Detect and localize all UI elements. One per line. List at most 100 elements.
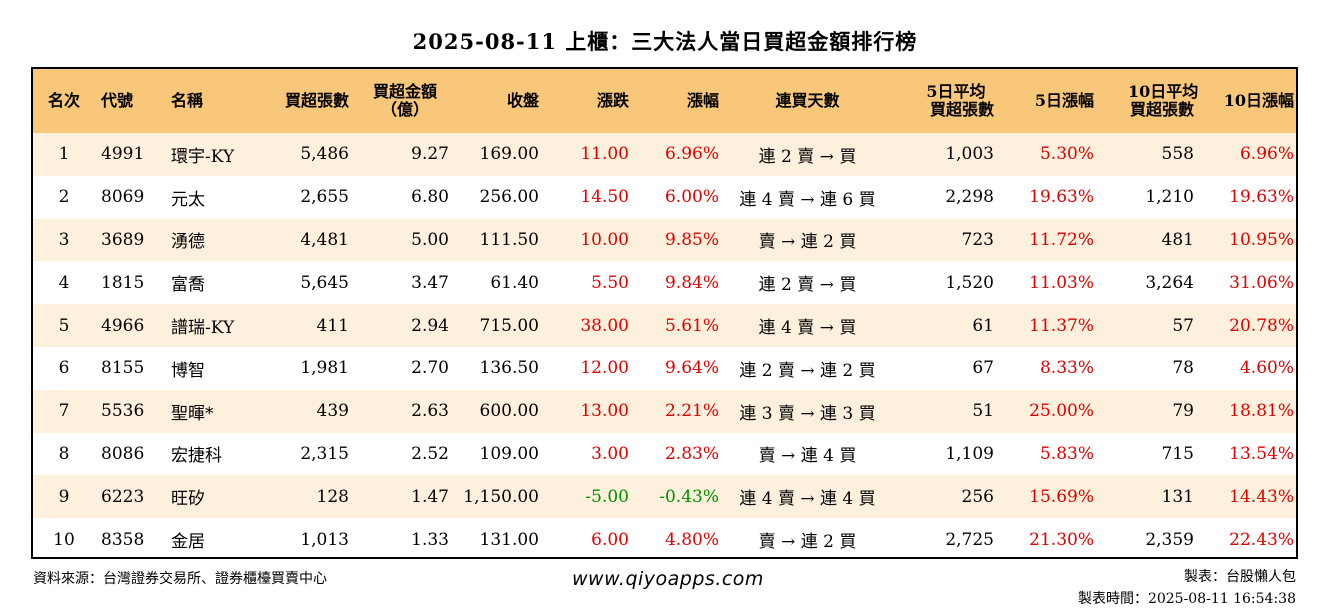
maker: 製表：台股懶人包 [1184,569,1296,585]
avg10-cell: 79 [1172,401,1194,422]
avg5-cell: 51 [972,401,994,422]
col-streak: 連買天數 [775,91,840,110]
name-cell: 博智 [171,360,205,381]
code-cell: 5536 [101,401,145,422]
code-cell: 1815 [101,272,145,293]
pct-cell: 4.80% [664,529,719,550]
pct5-cell: 11.37% [1029,315,1094,336]
rank-cell: 7 [58,401,70,422]
buy-shares-cell: 2,315 [300,443,349,464]
avg10-cell: 715 [1161,443,1194,464]
avg10-cell: 3,264 [1145,272,1194,293]
table-row: 3 3689 湧德 4,481 5.00 111.50 10.00 9.85% 賣 → 連 2 … [33,218,1296,262]
close-cell: 715.00 [479,315,539,336]
col-avg10: 10日平均 買超張數 [1100,69,1200,133]
avg5-cell: 723 [961,229,994,250]
code-cell: 8155 [101,358,145,379]
code-cell: 8358 [101,529,145,550]
pct-cell: 6.96% [664,144,719,165]
avg10-cell: 57 [1172,315,1194,336]
close-cell: 256.00 [479,187,539,208]
avg5-cell: 256 [961,486,994,507]
page-title: 2025-08-11 上櫃：三大法人當日買超金額排行榜 [412,29,918,54]
pct10-cell: 10.95% [1229,229,1294,250]
col-avg10-line2: 買超張數 [1129,100,1194,119]
close-cell: 169.00 [479,144,539,165]
close-cell: 61.40 [490,272,539,293]
name-cell: 金居 [171,532,205,553]
pct10-cell: 4.60% [1239,358,1294,379]
pct10-cell: 20.78% [1229,315,1294,336]
rank-cell: 6 [58,358,70,379]
pct5-cell: 15.69% [1029,486,1094,507]
buy-amount-cell: 9.27 [411,144,449,165]
change-cell: 13.00 [580,401,629,422]
name-cell: 聖暉* [171,403,214,424]
table-header: 名次 代號 名稱 買超張數 買超金額 （億） 收盤 漲跌 漲幅 連買天數 5日平… [33,69,1296,133]
table-row: 6 8155 博智 1,981 2.70 136.50 12.00 9.64% 連 2 賣 → … [33,347,1296,390]
streak-cell: 連 2 賣 → 買 [758,275,857,296]
buy-amount-cell: 2.63 [411,401,449,422]
pct5-cell: 21.30% [1029,529,1094,550]
pct5-cell: 11.03% [1029,272,1094,293]
avg10-cell: 481 [1161,229,1194,250]
col-pct5: 5日漲幅 [1034,91,1094,110]
col-name: 名稱 [171,91,204,110]
close-cell: 109.00 [479,443,539,464]
pct10-cell: 6.96% [1239,144,1294,165]
pct10-cell: 18.81% [1229,401,1294,422]
table-row: 5 4966 譜瑞-KY 411 2.94 715.00 38.00 5.61% 連 4 賣 →… [33,304,1296,347]
table-row: 8 8086 宏捷科 2,315 2.52 109.00 3.00 2.83% 賣 → 連 4 … [33,433,1296,476]
col-pct: 漲幅 [686,91,719,110]
buy-amount-cell: 2.70 [411,358,449,379]
close-cell: 111.50 [479,229,539,250]
website-link[interactable]: www.qiyoapps.com [572,568,764,590]
buy-amount-cell: 1.47 [411,486,449,507]
buy-shares-cell: 4,481 [300,229,349,250]
pct-cell: 9.84% [664,272,719,293]
rank-cell: 2 [58,187,70,208]
data-source: 資料來源：台灣證券交易所、證券櫃檯買賣中心 [33,571,327,587]
change-cell: 6.00 [591,529,629,550]
col-avg5-line2: 買超張數 [929,100,994,119]
col-avg10-line1: 10日平均 [1128,82,1199,101]
col-pct10: 10日漲幅 [1223,91,1294,110]
name-cell: 湧德 [171,232,205,253]
code-cell: 4966 [101,315,145,336]
rank-cell: 5 [58,315,70,336]
avg5-cell: 61 [972,315,994,336]
code-cell: 8069 [101,187,145,208]
avg5-cell: 1,520 [945,272,994,293]
name-cell: 環宇-KY [171,146,235,167]
avg5-cell: 67 [972,358,994,379]
change-cell: 5.50 [591,272,629,293]
col-avg5: 5日平均 買超張數 [890,69,1000,133]
avg10-cell: 131 [1161,486,1194,507]
buy-amount-cell: 1.33 [411,529,449,550]
code-cell: 6223 [101,486,145,507]
close-cell: 131.00 [479,529,539,550]
maker-info: 製表：台股懶人包 製表時間：2025-08-11 16:54:38 [1078,566,1296,610]
change-cell: 38.00 [580,315,629,336]
pct-cell: 6.00% [664,187,719,208]
code-cell: 4991 [101,144,145,165]
code-cell: 8086 [101,443,145,464]
streak-cell: 連 2 賣 → 買 [758,146,857,167]
buy-shares-cell: 5,645 [300,272,349,293]
streak-cell: 連 4 賣 → 連 6 買 [739,189,876,210]
pct5-cell: 11.72% [1029,229,1094,250]
pct5-cell: 5.83% [1039,443,1094,464]
col-buy-shares: 買超張數 [284,91,349,110]
pct10-cell: 13.54% [1229,443,1294,464]
avg5-cell: 1,109 [945,443,994,464]
pct5-cell: 19.63% [1029,187,1094,208]
rank-cell: 3 [58,229,70,250]
streak-cell: 連 3 賣 → 連 3 買 [739,403,876,424]
avg10-cell: 558 [1161,144,1194,165]
close-cell: 1,150.00 [463,486,539,507]
col-rank: 名次 [47,91,80,110]
table-row: 4 1815 富喬 5,645 3.47 61.40 5.50 9.84% 連 2 賣 → 買 1… [33,261,1296,304]
streak-cell: 連 2 賣 → 連 2 買 [739,360,876,381]
buy-shares-cell: 5,486 [300,144,349,165]
change-cell: 12.00 [580,358,629,379]
